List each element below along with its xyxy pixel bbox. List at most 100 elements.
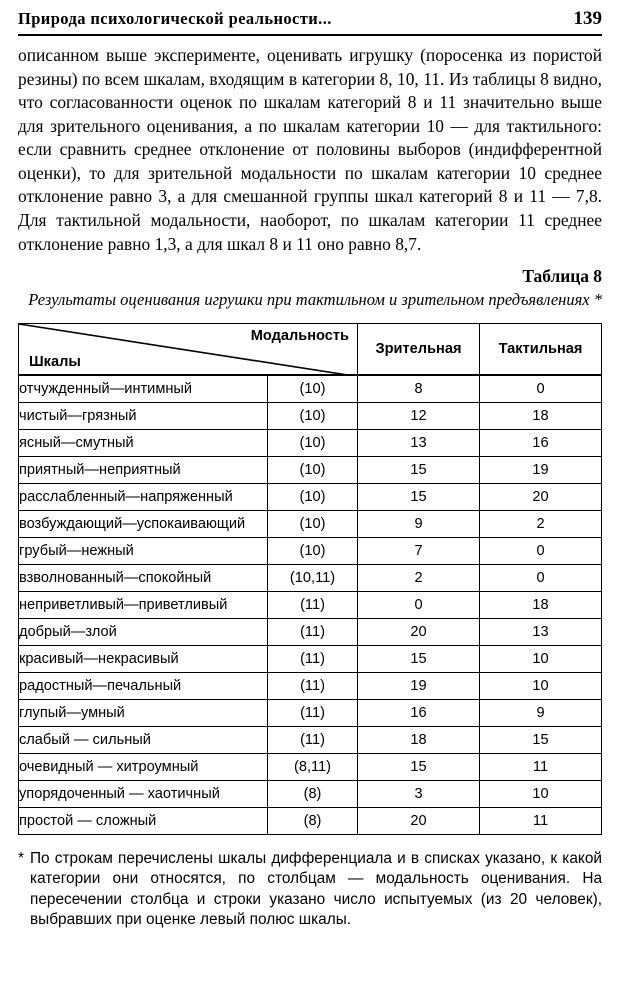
table-row: взволнованный—спокойный (10,11) 2 0 [18,563,602,592]
cell-visual-value: 20 [357,806,480,835]
cell-visual-value: 9 [357,509,480,538]
diagonal-divider-icon [19,323,357,375]
cell-tactile-value: 13 [479,617,602,646]
table-number: Таблица 8 [522,266,602,287]
cell-scale: ясный—смутный [18,428,268,457]
cell-visual-value: 15 [357,644,480,673]
cell-scale: упорядоченный — хаотичный [18,779,268,808]
cell-visual-value: 18 [357,725,480,754]
table-row: грубый—нежный (10) 7 0 [18,536,602,565]
body-paragraph: описанном выше эксперименте, оценивать и… [18,45,602,254]
cell-visual-value: 7 [357,536,480,565]
cell-category: (10) [267,374,358,403]
cell-tactile-value: 0 [479,536,602,565]
cell-visual-value: 3 [357,779,480,808]
header-label-modality: Модальность [250,327,349,344]
footnote-text: По строкам перечислены шкалы дифференциа… [30,849,602,929]
cell-tactile-value: 2 [479,509,602,538]
table-body: отчужденный—интимный (10) 8 0 чистый—грязный… [18,374,602,835]
cell-category: (11) [267,698,358,727]
cell-visual-value: 16 [357,698,480,727]
cell-scale: радостный—печальный [18,671,268,700]
cell-scale: чистый—грязный [18,401,268,430]
cell-scale: простой — сложный [18,806,268,835]
table-row: добрый—злой (11) 20 13 [18,617,602,646]
cell-category: (10) [267,509,358,538]
table-row: ясный—смутный (10) 13 16 [18,428,602,457]
cell-scale: добрый—злой [18,617,268,646]
cell-scale: возбуждающий—успокаивающий [18,509,268,538]
table-row: красивый—некрасивый (11) 15 10 [18,644,602,673]
table-row: возбуждающий—успокаивающий (10) 9 2 [18,509,602,538]
cell-visual-value: 0 [357,590,480,619]
cell-tactile-value: 20 [479,482,602,511]
table-caption: Результаты оценивания игрушки при тактил… [28,290,602,310]
header-tactile: Тактильная [479,322,602,377]
footnote: * По строкам перечислены шкалы дифференц… [18,849,602,931]
cell-tactile-value: 15 [479,725,602,754]
running-head: Природа психологической реальности... 13… [18,8,602,34]
cell-scale: грубый—нежный [18,536,268,565]
cell-visual-value: 15 [357,482,480,511]
cell-category: (10) [267,536,358,565]
cell-tactile-value: 10 [479,671,602,700]
header-label-scales: Шкалы [29,354,81,371]
cell-scale: расслабленный—напряженный [18,482,268,511]
table-row: отчужденный—интимный (10) 8 0 [18,374,602,403]
table-row: простой — сложный (8) 20 11 [18,806,602,835]
table-row: чистый—грязный (10) 12 18 [18,401,602,430]
table-row: приятный—неприятный (10) 15 19 [18,455,602,484]
cell-category: (10) [267,482,358,511]
table-row: расслабленный—напряженный (10) 15 20 [18,482,602,511]
cell-tactile-value: 19 [479,455,602,484]
cell-scale: красивый—некрасивый [18,644,268,673]
cell-visual-value: 15 [357,455,480,484]
footnote-marker: * [18,849,24,867]
running-head-title: Природа психологической реальности... [18,9,332,28]
cell-scale: слабый — сильный [18,725,268,754]
cell-tactile-value: 0 [479,563,602,592]
cell-visual-value: 12 [357,401,480,430]
cell-scale: отчужденный—интимный [18,374,268,403]
results-table: Модальность Шкалы Зрительная Тактильная … [18,322,602,835]
cell-scale: неприветливый—приветливый [18,590,268,619]
cell-tactile-value: 10 [479,779,602,808]
cell-visual-value: 8 [357,374,480,403]
cell-category: (11) [267,725,358,754]
cell-category: (10) [267,428,358,457]
cell-category: (11) [267,671,358,700]
cell-category: (10) [267,401,358,430]
table-row: глупый—умный (11) 16 9 [18,698,602,727]
cell-tactile-value: 10 [479,644,602,673]
table-row: слабый — сильный (11) 18 15 [18,725,602,754]
table-row: радостный—печальный (11) 19 10 [18,671,602,700]
cell-category: (8,11) [267,752,358,781]
table-row: неприветливый—приветливый (11) 0 18 [18,590,602,619]
cell-tactile-value: 0 [479,374,602,403]
cell-visual-value: 2 [357,563,480,592]
cell-tactile-value: 9 [479,698,602,727]
page-number: 139 [573,8,603,29]
cell-tactile-value: 18 [479,401,602,430]
cell-category: (8) [267,806,358,835]
cell-scale: очевидный — хитроумный [18,752,268,781]
table-header-row: Модальность Шкалы Зрительная Тактильная [18,322,602,377]
cell-tactile-value: 11 [479,752,602,781]
table-row: очевидный — хитроумный (8,11) 15 11 [18,752,602,781]
cell-tactile-value: 16 [479,428,602,457]
cell-scale: взволнованный—спокойный [18,563,268,592]
cell-visual-value: 15 [357,752,480,781]
table-header-corner: Модальность Шкалы [18,322,358,377]
cell-scale: глупый—умный [18,698,268,727]
cell-tactile-value: 18 [479,590,602,619]
cell-category: (11) [267,617,358,646]
cell-tactile-value: 11 [479,806,602,835]
cell-category: (11) [267,590,358,619]
cell-category: (10) [267,455,358,484]
cell-visual-value: 19 [357,671,480,700]
cell-category: (10,11) [267,563,358,592]
header-visual: Зрительная [357,322,480,377]
cell-visual-value: 13 [357,428,480,457]
cell-scale: приятный—неприятный [18,455,268,484]
